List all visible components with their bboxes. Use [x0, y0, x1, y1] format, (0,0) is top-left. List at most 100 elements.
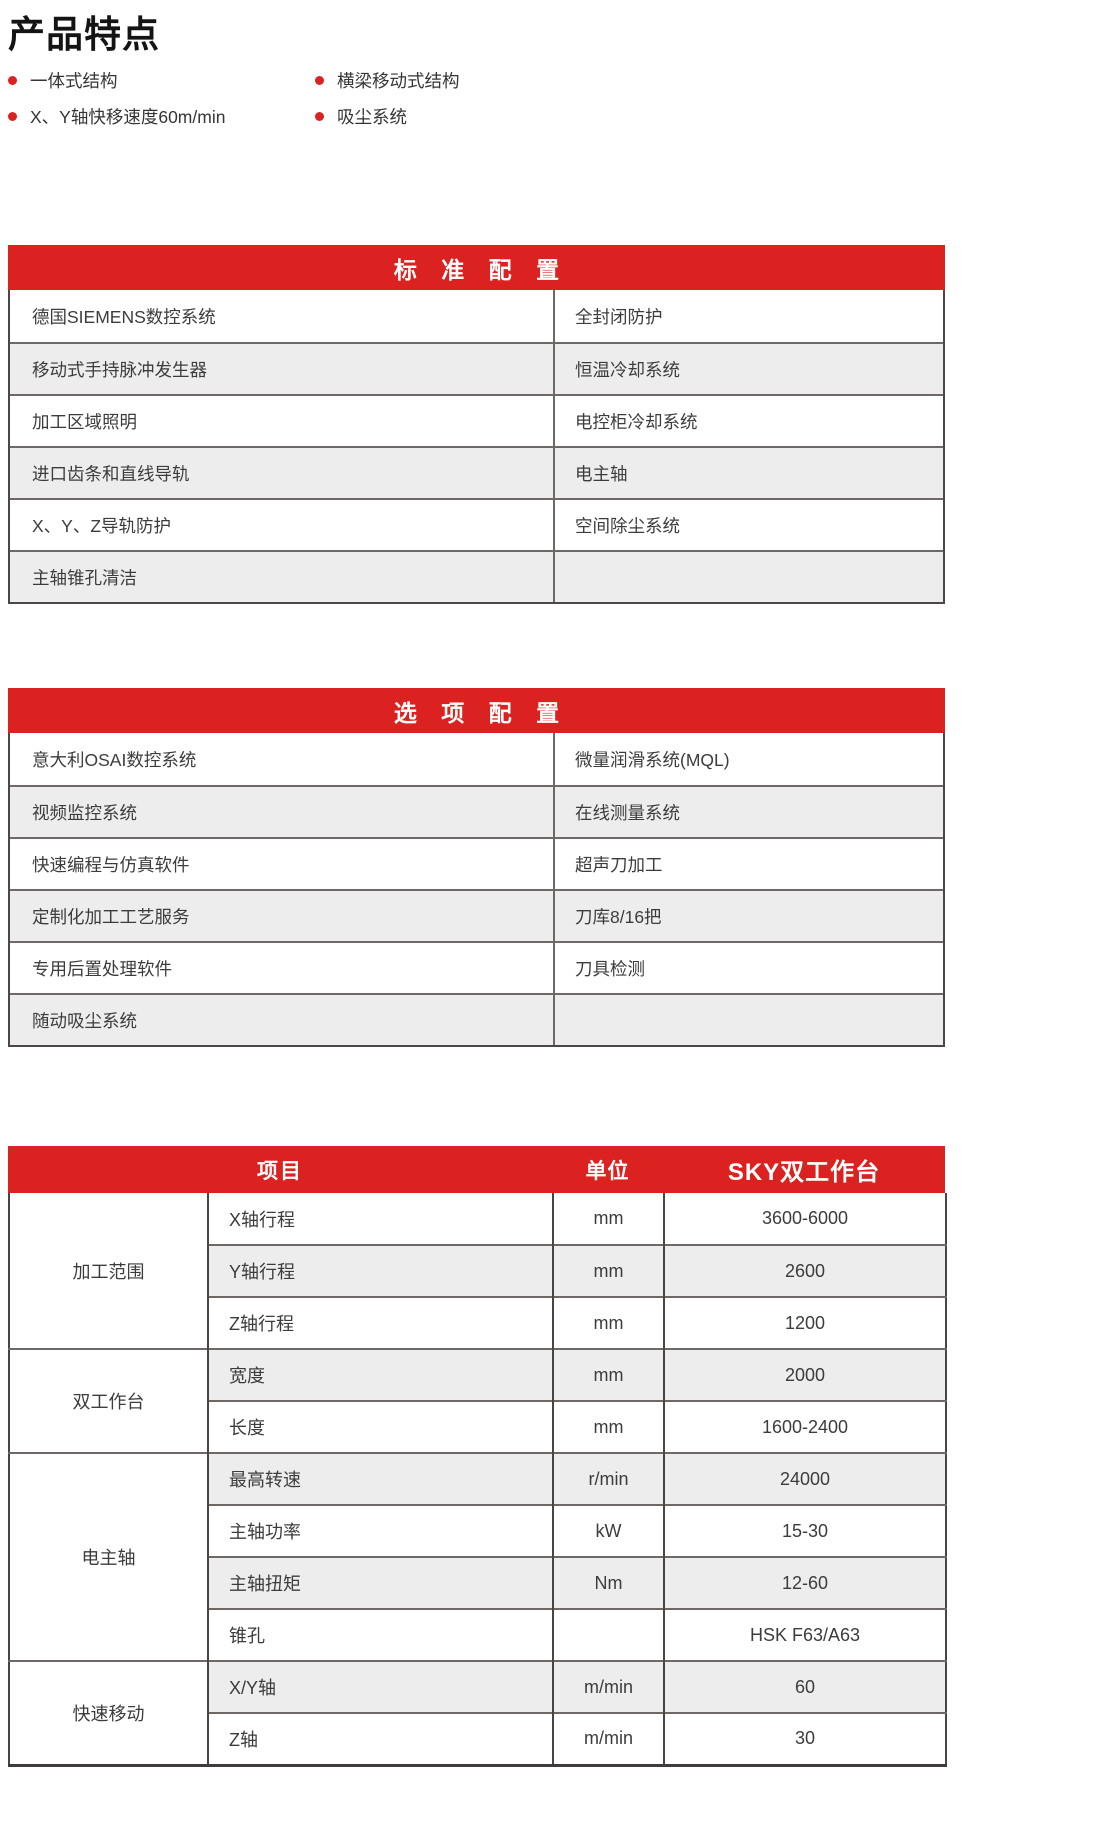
config-cell: 微量润滑系统(MQL)	[575, 749, 730, 770]
page-title: 产品特点	[8, 14, 160, 55]
spec-value-cell: 24000	[664, 1452, 946, 1505]
optional-config-header: 选 项 配 置	[8, 688, 945, 733]
spec-value-cell: 60	[664, 1660, 946, 1713]
spec-item-cell: X轴行程	[208, 1193, 554, 1245]
spec-item-cell: 最高转速	[208, 1452, 554, 1505]
table-row: 加工区域照明 电控柜冷却系统	[10, 394, 943, 446]
table-row: 电主轴 最高转速 r/min 24000	[9, 1452, 946, 1661]
table-row: 主轴锥孔清洁	[10, 550, 943, 602]
spec-unit-cell: mm	[553, 1193, 665, 1245]
config-cell: 恒温冷却系统	[575, 359, 680, 380]
standard-config-body: 德国SIEMENS数控系统 全封闭防护 移动式手持脉冲发生器 恒温冷却系统 加工…	[8, 290, 945, 604]
config-cell: 电主轴	[575, 463, 628, 484]
spec-item-cell: 锥孔	[208, 1608, 554, 1661]
spec-unit-cell: kW	[553, 1504, 665, 1557]
table-row: 双工作台 宽度 mm 2000	[9, 1348, 946, 1453]
feature-column-2: 横梁移动式结构 吸尘系统	[315, 62, 460, 134]
spec-unit-cell: m/min	[553, 1660, 665, 1713]
spec-unit-cell: mm	[553, 1244, 665, 1297]
feature-item: 一体式结构	[8, 62, 225, 98]
spec-category-cell: 双工作台	[9, 1348, 209, 1453]
table-row: 视频监控系统 在线测量系统	[10, 785, 943, 837]
config-cell: 定制化加工工艺服务	[10, 891, 555, 941]
spec-table-header: 项目 单位 SKY双工作台	[8, 1146, 945, 1193]
spec-item-cell: X/Y轴	[208, 1660, 554, 1713]
table-row: X、Y、Z导轨防护 空间除尘系统	[10, 498, 943, 550]
table-row: 德国SIEMENS数控系统 全封闭防护	[10, 290, 943, 342]
table-row: Z轴 m/min 30	[9, 1712, 946, 1765]
config-cell: 空间除尘系统	[575, 515, 680, 536]
feature-label: X、Y轴快移速度60m/min	[30, 106, 226, 127]
spec-unit-cell: Nm	[553, 1556, 665, 1609]
spec-item-cell: Y轴行程	[208, 1244, 554, 1297]
table-row: Z轴行程 mm 1200	[9, 1296, 946, 1349]
config-cell: 视频监控系统	[10, 787, 555, 837]
table-row: 移动式手持脉冲发生器 恒温冷却系统	[10, 342, 943, 394]
table-row: 随动吸尘系统	[10, 993, 943, 1045]
spec-value-cell: 2000	[664, 1348, 946, 1401]
feature-label: 横梁移动式结构	[337, 70, 460, 91]
spec-table: 项目 单位 SKY双工作台 加工范围 X轴行程 mm 3600-6000 Y轴行…	[8, 1146, 947, 1767]
table-row: 专用后置处理软件 刀具检测	[10, 941, 943, 993]
spec-unit-cell	[553, 1608, 665, 1661]
optional-config-table: 选 项 配 置 意大利OSAI数控系统 微量润滑系统(MQL) 视频监控系统 在…	[8, 688, 945, 1047]
standard-config-header: 标 准 配 置	[8, 245, 945, 290]
spec-value-cell: 30	[664, 1712, 946, 1765]
config-cell	[555, 995, 943, 1045]
spec-unit-cell: mm	[553, 1400, 665, 1453]
spec-unit-cell: mm	[553, 1348, 665, 1401]
table-row: Y轴行程 mm 2600	[9, 1244, 946, 1297]
table-row: 意大利OSAI数控系统 微量润滑系统(MQL)	[10, 733, 943, 785]
spec-item-cell: 主轴扭矩	[208, 1556, 554, 1609]
spec-item-cell: 宽度	[208, 1348, 554, 1401]
config-cell: 进口齿条和直线导轨	[10, 448, 555, 498]
bullet-icon	[8, 75, 17, 85]
table-row: 进口齿条和直线导轨 电主轴	[10, 446, 943, 498]
config-cell: 全封闭防护	[575, 306, 663, 327]
feature-label: 一体式结构	[30, 70, 118, 91]
spec-unit-cell: r/min	[553, 1452, 665, 1505]
config-cell: 超声刀加工	[575, 854, 663, 875]
spec-item-cell: Z轴行程	[208, 1296, 554, 1349]
bullet-icon	[315, 111, 324, 121]
standard-config-table: 标 准 配 置 德国SIEMENS数控系统 全封闭防护 移动式手持脉冲发生器 恒…	[8, 245, 945, 604]
table-row: 主轴功率 kW 15-30	[9, 1504, 946, 1557]
spec-item-cell: 主轴功率	[208, 1504, 554, 1557]
table-row: 加工范围 X轴行程 mm 3600-6000	[9, 1193, 946, 1349]
feature-label: 吸尘系统	[337, 106, 407, 127]
spec-unit-cell: mm	[553, 1296, 665, 1349]
config-cell: 移动式手持脉冲发生器	[10, 344, 555, 394]
config-cell: 专用后置处理软件	[10, 943, 555, 993]
table-row: 主轴扭矩 Nm 12-60	[9, 1556, 946, 1609]
config-cell: 在线测量系统	[575, 802, 680, 823]
spec-header-model: SKY双工作台	[727, 1159, 881, 1186]
config-cell: 快速编程与仿真软件	[10, 839, 555, 889]
spec-category-cell: 快速移动	[9, 1660, 209, 1765]
spec-value-cell: 3600-6000	[664, 1193, 946, 1245]
feature-item: 横梁移动式结构	[315, 62, 460, 98]
table-row: 快速移动 X/Y轴 m/min 60	[9, 1660, 946, 1765]
config-cell: 加工区域照明	[10, 396, 555, 446]
spec-value-cell: 2600	[664, 1244, 946, 1297]
spec-item-cell: 长度	[208, 1400, 554, 1453]
config-cell: 刀库8/16把	[575, 906, 662, 927]
config-cell: 德国SIEMENS数控系统	[10, 290, 555, 342]
table-row: 锥孔 HSK F63/A63	[9, 1608, 946, 1661]
config-cell: 电控柜冷却系统	[575, 411, 698, 432]
bullet-icon	[8, 111, 17, 121]
spec-value-cell: HSK F63/A63	[664, 1608, 946, 1661]
table-row: 长度 mm 1600-2400	[9, 1400, 946, 1453]
spec-value-cell: 15-30	[664, 1504, 946, 1557]
optional-config-body: 意大利OSAI数控系统 微量润滑系统(MQL) 视频监控系统 在线测量系统 快速…	[8, 733, 945, 1047]
spec-header-unit: 单位	[585, 1159, 630, 1183]
spec-value-cell: 1200	[664, 1296, 946, 1349]
spec-unit-cell: m/min	[553, 1712, 665, 1765]
spec-category-cell: 加工范围	[9, 1193, 209, 1349]
spec-item-cell: Z轴	[208, 1712, 554, 1765]
feature-item: X、Y轴快移速度60m/min	[8, 98, 225, 134]
table-row: 定制化加工工艺服务 刀库8/16把	[10, 889, 943, 941]
config-cell: 主轴锥孔清洁	[10, 552, 555, 602]
table-row: 快速编程与仿真软件 超声刀加工	[10, 837, 943, 889]
feature-item: 吸尘系统	[315, 98, 460, 134]
